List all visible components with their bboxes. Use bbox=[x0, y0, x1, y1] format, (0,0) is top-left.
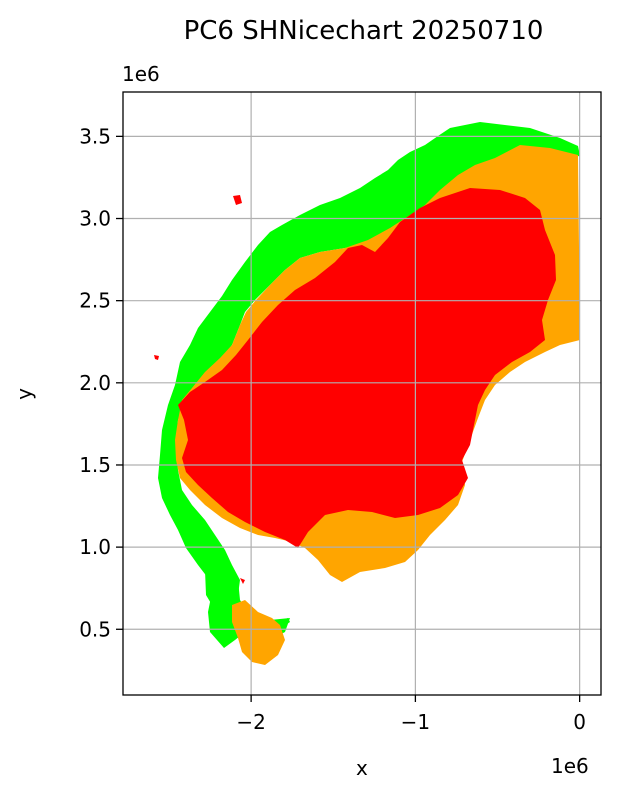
red-zone bbox=[178, 188, 556, 548]
red-fragment bbox=[233, 195, 242, 205]
grid-overlay bbox=[123, 92, 601, 695]
y-axis-ticks: 0.5 1.0 1.5 2.0 2.5 3.0 3.5 bbox=[79, 124, 123, 641]
x-axis-ticks: −2 −1 0 bbox=[236, 695, 586, 734]
y-tick-label: 1.0 bbox=[79, 535, 111, 559]
y-axis-offset: 1e6 bbox=[122, 62, 160, 86]
y-tick-label: 2.5 bbox=[79, 289, 111, 313]
ice-zones bbox=[154, 122, 580, 665]
axes-frame bbox=[122, 91, 602, 696]
red-fragment bbox=[154, 355, 159, 360]
x-axis-label: x bbox=[356, 756, 368, 780]
y-tick-label: 2.0 bbox=[79, 371, 111, 395]
y-tick-label: 3.5 bbox=[79, 124, 111, 148]
x-tick-label: −2 bbox=[236, 710, 265, 734]
chart-title: PC6 SHNicechart 20250710 bbox=[183, 16, 544, 46]
x-tick-label: −1 bbox=[401, 710, 430, 734]
orange-zone-south bbox=[232, 600, 285, 665]
y-tick-label: 0.5 bbox=[79, 617, 111, 641]
y-tick-label: 3.0 bbox=[79, 207, 111, 231]
x-axis-offset: 1e6 bbox=[551, 754, 589, 778]
green-zone bbox=[158, 122, 580, 648]
y-tick-label: 1.5 bbox=[79, 453, 111, 477]
x-tick-label: 0 bbox=[573, 710, 586, 734]
red-fragment bbox=[240, 578, 245, 584]
